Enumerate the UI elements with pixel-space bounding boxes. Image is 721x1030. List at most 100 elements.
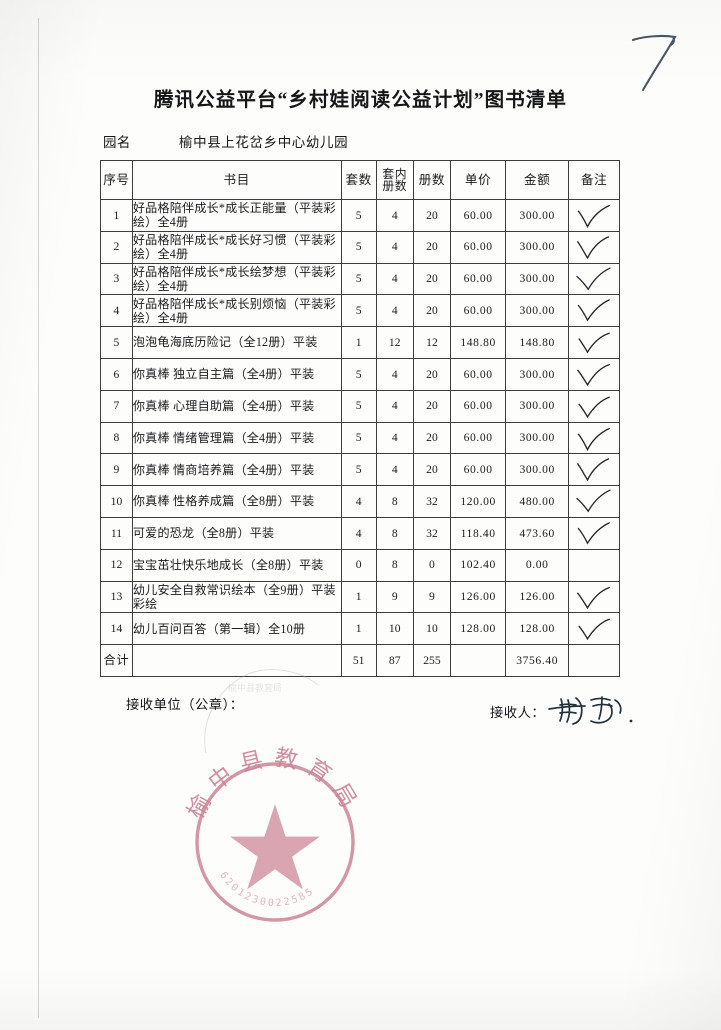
cell-note bbox=[568, 421, 620, 455]
cell-note bbox=[568, 326, 620, 359]
total-per-set: 87 bbox=[375, 644, 414, 677]
handwritten-check-icon bbox=[578, 618, 611, 641]
cell-amount: 473.60 bbox=[504, 516, 570, 550]
column-header-per-set-line2: 册数 bbox=[382, 179, 408, 193]
handwritten-check-icon bbox=[578, 427, 611, 451]
cell-per-set: 8 bbox=[375, 548, 414, 582]
cell-sets: 1 bbox=[340, 326, 377, 359]
cell-amount: 300.00 bbox=[504, 389, 570, 423]
cell-volumes: 20 bbox=[412, 230, 452, 264]
cell-per-set: 4 bbox=[375, 421, 414, 455]
school-name-row: 园名 榆中县上花岔乡中心幼儿园 bbox=[103, 131, 348, 151]
table-row: 10 你真棒 性格养成篇（全8册）平装 4 8 32 120.00 480.00 bbox=[100, 485, 620, 518]
table-row: 14 幼儿百问百答（第一辑）全10册 1 10 10 128.00 128.00 bbox=[100, 612, 620, 646]
table-row: 9 你真棒 情商培养篇（全4册）平装 5 4 20 60.00 300.00 bbox=[100, 453, 620, 487]
receiver-label: 接收人： bbox=[490, 704, 546, 720]
column-header-per-set-line1: 套内 bbox=[382, 166, 408, 181]
cell-title: 你真棒 性格养成篇（全8册）平装 bbox=[131, 485, 342, 518]
cell-note bbox=[568, 389, 620, 423]
cell-index: 4 bbox=[100, 294, 133, 328]
table-row: 5 泡泡龟海底历险记（全12册）平装 1 12 12 148.80 148.80 bbox=[100, 326, 620, 359]
cell-unit-price: 60.00 bbox=[450, 230, 506, 264]
table-header: 序号 书目 套数 套内 册数 册数 单价 金额 备注 bbox=[100, 160, 620, 200]
school-name-label: 园名 bbox=[103, 135, 131, 150]
cell-per-set: 8 bbox=[375, 516, 414, 550]
table-row: 13 幼儿安全自救常识绘本（全9册）平装彩绘 1 9 9 126.00 126.00 bbox=[100, 580, 620, 614]
receiver-signature bbox=[548, 696, 633, 725]
cell-amount: 300.00 bbox=[504, 453, 570, 487]
handwritten-check-icon bbox=[578, 332, 611, 354]
cell-unit-price: 60.00 bbox=[450, 453, 506, 487]
cell-sets: 5 bbox=[340, 357, 377, 391]
cell-volumes: 20 bbox=[412, 199, 452, 232]
cell-volumes: 20 bbox=[412, 294, 452, 328]
cell-sets: 5 bbox=[340, 230, 377, 264]
table-total-row: 合计 51 87 255 3756.40 bbox=[100, 644, 620, 677]
cell-sets: 5 bbox=[340, 389, 377, 423]
cell-index: 1 bbox=[100, 199, 133, 232]
cell-title: 你真棒 情商培养篇（全4册）平装 bbox=[131, 453, 342, 487]
cell-amount: 300.00 bbox=[504, 421, 570, 455]
column-header-title: 书目 bbox=[131, 160, 342, 200]
table-row: 8 你真棒 情绪管理篇（全4册）平装 5 4 20 60.00 300.00 bbox=[100, 421, 620, 455]
handwritten-page-number-mark bbox=[631, 34, 677, 92]
page-title: 腾讯公益平台“乡村娃阅读公益计划”图书清单 bbox=[153, 90, 568, 111]
cell-amount: 300.00 bbox=[504, 262, 570, 296]
cell-volumes: 20 bbox=[412, 421, 452, 455]
cell-unit-price: 120.00 bbox=[450, 485, 506, 518]
cell-note bbox=[568, 485, 620, 518]
cell-volumes: 10 bbox=[412, 612, 452, 646]
total-sets: 51 bbox=[340, 644, 377, 677]
cell-unit-price: 128.00 bbox=[450, 612, 506, 646]
total-volumes: 255 bbox=[412, 644, 452, 677]
total-note bbox=[568, 644, 620, 677]
cell-amount: 300.00 bbox=[504, 294, 570, 328]
column-header-amount: 金额 bbox=[504, 160, 570, 200]
handwritten-check-icon bbox=[578, 396, 611, 418]
cell-volumes: 12 bbox=[412, 326, 452, 359]
column-header-unit-price: 单价 bbox=[450, 160, 506, 200]
handwritten-check-icon bbox=[577, 363, 611, 387]
column-header-per-set: 套内 册数 bbox=[375, 160, 414, 200]
cell-per-set: 8 bbox=[375, 485, 414, 518]
cell-per-set: 4 bbox=[375, 294, 414, 328]
total-amount: 3756.40 bbox=[504, 644, 570, 677]
cell-index: 2 bbox=[100, 230, 133, 264]
cell-title: 幼儿安全自救常识绘本（全9册）平装彩绘 bbox=[131, 580, 342, 614]
cell-sets: 5 bbox=[340, 294, 377, 328]
cell-note bbox=[568, 262, 620, 296]
cell-volumes: 0 bbox=[412, 548, 452, 582]
cell-amount: 148.80 bbox=[504, 326, 570, 359]
cell-volumes: 20 bbox=[412, 453, 452, 487]
cell-amount: 300.00 bbox=[504, 230, 570, 264]
book-list-table: 序号 书目 套数 套内 册数 册数 单价 金额 备注 1 好品格陪伴成长*成长正能… bbox=[100, 160, 620, 677]
column-header-sets: 套数 bbox=[340, 160, 377, 200]
cell-sets: 1 bbox=[340, 580, 377, 614]
cell-per-set: 9 bbox=[375, 580, 414, 614]
cell-note bbox=[568, 294, 620, 328]
scan-edge-line bbox=[38, 18, 39, 1018]
cell-amount: 128.00 bbox=[504, 612, 570, 646]
cell-index: 7 bbox=[100, 389, 133, 423]
cell-amount: 126.00 bbox=[504, 580, 570, 614]
cell-amount: 0.00 bbox=[504, 548, 570, 582]
handwritten-check-icon bbox=[576, 267, 611, 291]
cell-index: 10 bbox=[100, 485, 133, 518]
table-row: 11 可爱的恐龙（全8册）平装 4 8 32 118.40 473.60 bbox=[100, 516, 620, 550]
cell-sets: 1 bbox=[340, 612, 377, 646]
cell-unit-price: 60.00 bbox=[450, 389, 506, 423]
handwritten-check-icon bbox=[578, 522, 611, 545]
cell-per-set: 4 bbox=[375, 199, 414, 232]
table-row: 7 你真棒 心理自助篇（全4册）平装 5 4 20 60.00 300.00 bbox=[100, 389, 620, 423]
cell-sets: 5 bbox=[340, 453, 377, 487]
cell-note bbox=[568, 357, 620, 391]
cell-index: 8 bbox=[100, 421, 133, 455]
cell-index: 12 bbox=[100, 548, 133, 582]
cell-unit-price: 126.00 bbox=[450, 580, 506, 614]
column-header-note: 备注 bbox=[568, 160, 620, 200]
handwritten-check-icon bbox=[576, 489, 611, 513]
cell-volumes: 20 bbox=[412, 262, 452, 296]
school-name-value: 榆中县上花岔乡中心幼儿园 bbox=[179, 135, 349, 150]
cell-volumes: 9 bbox=[412, 580, 452, 614]
cell-volumes: 20 bbox=[412, 357, 452, 391]
